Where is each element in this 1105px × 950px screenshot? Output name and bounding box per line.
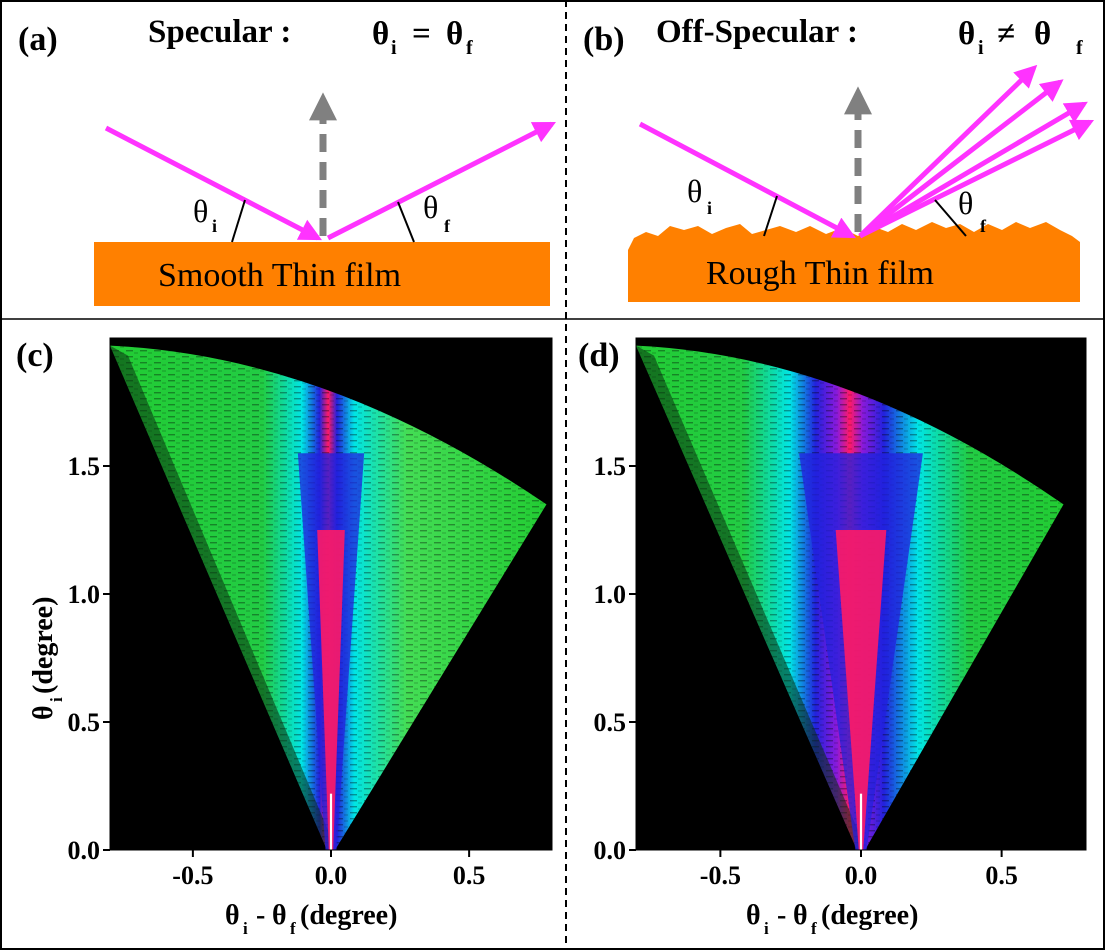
incident-beam xyxy=(104,125,322,241)
y-tick-label: 0.0 xyxy=(594,836,627,865)
envelope-edge-shadow xyxy=(636,345,863,850)
subscript-f: f xyxy=(466,37,473,59)
subscript-i: i xyxy=(47,697,66,702)
specular-ridge xyxy=(317,530,345,850)
smooth-film-block xyxy=(94,242,550,306)
scattered-beam xyxy=(858,79,1064,238)
envelope-edge-shadow xyxy=(110,345,333,850)
panel-b: (b) Off-Specular : θ i ≠ θ f Rough Thin … xyxy=(583,14,1095,302)
x-tick-label: 0.0 xyxy=(845,861,878,890)
theta-symbol: θ xyxy=(958,16,975,52)
subscript-i: i xyxy=(212,216,217,236)
rough-film-label: Rough Thin film xyxy=(706,255,934,292)
subscript-i: i xyxy=(978,37,984,59)
theta-symbol: θ xyxy=(372,16,389,52)
y-axis-title-c: θ i (degree) xyxy=(28,597,66,720)
panel-d-label: (d) xyxy=(578,337,620,374)
theta-symbol: θ xyxy=(746,900,761,931)
incident-angle-marker xyxy=(231,199,246,243)
exit-angle-marker xyxy=(397,201,415,243)
x-tick-label: 0.0 xyxy=(315,861,348,890)
panel-b-title: Off-Specular : xyxy=(656,14,858,50)
y-tick-label: 1.5 xyxy=(594,452,627,481)
heatmap-d-axes: -0.5 0.0 0.5 0.0 0.5 1.0 1.5 xyxy=(594,337,1087,890)
theta-i-label: θ xyxy=(687,173,702,209)
minus-sign: - xyxy=(777,900,786,931)
specular-peak xyxy=(859,793,863,850)
scattered-beam xyxy=(858,101,1088,239)
theta-symbol: θ xyxy=(272,900,287,931)
x-tick-label: -0.5 xyxy=(700,861,741,890)
heatmap-c-plot xyxy=(110,345,547,850)
panel-d: (d) -0.5 0.0 0.5 0.0 0.5 1.0 1.5 θ i - θ f (de… xyxy=(578,337,1087,938)
specular-peak xyxy=(329,793,333,850)
y-tick-label: 0.0 xyxy=(68,836,101,865)
x-axis-title-c: θ i - θ f (degree) xyxy=(225,900,397,938)
x-axis-unit: (degree) xyxy=(821,900,918,931)
heatmap-d-plot xyxy=(636,345,1064,850)
panel-b-label: (b) xyxy=(583,21,625,58)
smooth-film-label: Smooth Thin film xyxy=(158,257,401,294)
theta-symbol: θ xyxy=(446,16,463,52)
scattered-beam xyxy=(858,119,1095,239)
y-tick-label: 1.5 xyxy=(68,452,101,481)
subscript-i: i xyxy=(764,919,769,938)
incident-beam xyxy=(638,121,856,239)
panel-c-label: (c) xyxy=(16,337,54,374)
subscript-f: f xyxy=(290,919,296,938)
panel-a-title: Specular : xyxy=(148,14,291,50)
rough-film-block xyxy=(628,222,1080,302)
subscript-f: f xyxy=(980,216,987,236)
y-tick-label: 1.0 xyxy=(594,580,627,609)
subscript-f: f xyxy=(444,216,451,236)
subscript-i: i xyxy=(243,919,248,938)
x-axis-unit: (degree) xyxy=(300,900,397,931)
not-equal-sign: ≠ xyxy=(997,16,1015,52)
reflected-beam xyxy=(326,121,557,241)
incident-angle-marker xyxy=(763,195,778,237)
y-axis-unit: (degree) xyxy=(28,597,59,694)
x-tick-label: 0.5 xyxy=(985,861,1018,890)
equals-sign: = xyxy=(412,16,431,52)
panel-a: (a) Specular : θ i = θ f Smooth Thin fil… xyxy=(18,14,557,306)
subscript-f: f xyxy=(811,919,817,938)
panel-c: (c) -0.5 0.0 0.50.00.51.01.5 θ i (degree) … xyxy=(16,337,553,938)
scattered-beam xyxy=(858,64,1038,238)
theta-f-label: θ xyxy=(958,185,973,221)
minus-sign: - xyxy=(256,900,265,931)
theta-symbol: θ xyxy=(225,900,240,931)
panel-b-inequality: θ i ≠ θ f xyxy=(958,16,1083,59)
x-tick-label: 0.5 xyxy=(453,861,486,890)
panel-a-equation: θ i = θ f xyxy=(372,16,473,59)
theta-symbol: θ xyxy=(1034,16,1051,52)
heatmap-c-axes: -0.5 0.0 0.5 0.0 0.5 1.0 1.5 xyxy=(68,337,553,890)
panel-a-label: (a) xyxy=(18,21,58,58)
x-tick-label: -0.5 xyxy=(172,861,213,890)
subscript-i: i xyxy=(391,37,397,59)
subscript-i: i xyxy=(707,198,712,218)
theta-f-label: θ xyxy=(423,189,438,225)
subscript-f: f xyxy=(1076,37,1083,59)
theta-i-label: θ xyxy=(193,193,208,229)
y-tick-label: 0.5 xyxy=(68,708,101,737)
exit-angle-marker xyxy=(934,199,967,237)
y-tick-label: 0.5 xyxy=(594,708,627,737)
x-axis-title-d: θ i - θ f (degree) xyxy=(746,900,918,938)
theta-symbol: θ xyxy=(28,705,59,720)
specular-ridge xyxy=(835,530,887,850)
theta-symbol: θ xyxy=(793,900,808,931)
y-tick-label: 1.0 xyxy=(68,580,101,609)
